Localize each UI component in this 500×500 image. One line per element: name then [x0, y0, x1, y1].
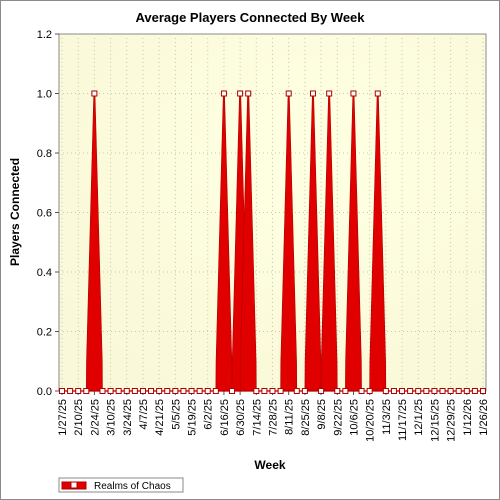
x-tick-label: 5/5/25 — [170, 399, 182, 430]
x-tick-label: 8/11/25 — [284, 399, 296, 435]
y-tick-label: 0.0 — [37, 386, 52, 398]
x-tick-label: 5/19/25 — [187, 399, 199, 436]
data-point — [212, 388, 219, 394]
x-tick-label: 4/7/25 — [138, 399, 150, 430]
data-point — [293, 388, 300, 394]
data-point — [318, 388, 325, 394]
data-point — [374, 90, 381, 97]
x-tick-label: 6/16/25 — [219, 399, 231, 436]
data-point — [301, 388, 308, 394]
x-tick-label: 6/30/25 — [235, 399, 247, 436]
data-point — [172, 388, 179, 394]
x-tick-label: 9/8/25 — [316, 399, 328, 430]
data-point — [123, 388, 130, 394]
x-tick-label: 1/12/26 — [462, 399, 474, 436]
data-point — [455, 388, 462, 394]
data-point — [447, 388, 454, 394]
data-point — [334, 388, 341, 394]
x-tick-label: 10/20/25 — [365, 399, 377, 442]
data-point — [156, 388, 163, 394]
data-point — [107, 388, 114, 394]
x-tick-label: 10/6/25 — [348, 399, 360, 436]
x-tick-label: 7/28/25 — [268, 399, 280, 436]
data-point — [59, 388, 65, 394]
x-tick-label: 3/24/25 — [122, 399, 134, 436]
x-tick-label: 6/2/25 — [203, 399, 215, 430]
x-tick-label: 1/27/25 — [57, 399, 69, 436]
data-point — [407, 388, 414, 394]
y-axis-label: Players Connected — [8, 158, 22, 266]
data-point — [471, 388, 478, 394]
y-tick-label: 0.8 — [37, 148, 52, 160]
data-point — [237, 90, 244, 97]
chart-title: Average Players Connected By Week — [135, 10, 365, 25]
plot-area — [58, 33, 487, 392]
data-point — [245, 90, 252, 97]
data-point — [99, 388, 106, 394]
legend-label: Realms of Chaos — [94, 481, 171, 492]
data-point — [423, 388, 430, 394]
data-point — [164, 388, 171, 394]
legend: Realms of Chaos — [58, 477, 184, 493]
x-tick-label: 11/3/25 — [381, 399, 393, 435]
x-tick-label: 1/26/26 — [478, 399, 490, 436]
data-point — [220, 90, 227, 97]
data-point — [196, 388, 203, 394]
y-tick-label: 1.0 — [37, 89, 52, 101]
data-point — [309, 90, 316, 97]
data-point — [131, 388, 138, 394]
data-point — [261, 388, 268, 394]
data-point — [253, 388, 260, 394]
x-tick-label: 12/29/25 — [446, 399, 458, 442]
data-point — [188, 388, 195, 394]
data-point — [342, 388, 349, 394]
data-point — [229, 388, 236, 394]
data-point — [83, 388, 90, 394]
y-axis-ticks: 0.0 0.2 0.4 0.6 0.8 1.0 1.2 — [37, 29, 59, 398]
data-point — [75, 388, 82, 394]
y-tick-label: 0.6 — [37, 208, 52, 220]
x-tick-label: 8/25/25 — [300, 399, 312, 436]
x-axis-label: Week — [254, 458, 285, 472]
data-point — [399, 388, 406, 394]
x-tick-label: 12/15/25 — [429, 399, 441, 442]
x-tick-label: 11/17/25 — [397, 399, 409, 441]
data-point — [326, 90, 333, 97]
data-point — [204, 388, 211, 394]
data-point — [139, 388, 146, 394]
data-point — [390, 388, 397, 394]
y-tick-label: 0.4 — [37, 267, 52, 279]
x-tick-label: 4/21/25 — [154, 399, 166, 436]
data-point — [431, 388, 438, 394]
data-point — [382, 388, 389, 394]
data-point — [285, 90, 292, 97]
data-point — [439, 388, 446, 394]
data-point — [148, 388, 155, 394]
legend-box — [58, 477, 184, 493]
data-point — [91, 90, 98, 97]
data-point — [67, 388, 74, 394]
data-point — [277, 388, 284, 394]
x-tick-label: 7/14/25 — [251, 399, 263, 436]
data-point — [358, 388, 365, 394]
data-point — [269, 388, 276, 394]
data-point — [115, 388, 122, 394]
y-tick-label: 1.2 — [37, 29, 52, 41]
x-tick-label: 2/10/25 — [73, 399, 85, 436]
data-point — [350, 90, 357, 97]
y-tick-label: 0.2 — [37, 327, 52, 339]
x-tick-label: 3/10/25 — [106, 399, 118, 436]
x-axis-ticks: 1/27/25 2/10/25 2/24/25 3/10/25 3/24/25 4/7/2… — [57, 391, 490, 442]
x-tick-label: 2/24/25 — [89, 399, 101, 436]
x-tick-label: 12/1/25 — [413, 399, 425, 436]
x-tick-label: 9/22/25 — [332, 399, 344, 436]
data-point — [180, 388, 187, 394]
data-point — [415, 388, 422, 394]
data-point — [463, 388, 470, 394]
data-point — [480, 388, 486, 394]
legend-marker — [70, 481, 78, 489]
data-point — [366, 388, 373, 394]
series-realms-of-chaos — [59, 90, 486, 394]
